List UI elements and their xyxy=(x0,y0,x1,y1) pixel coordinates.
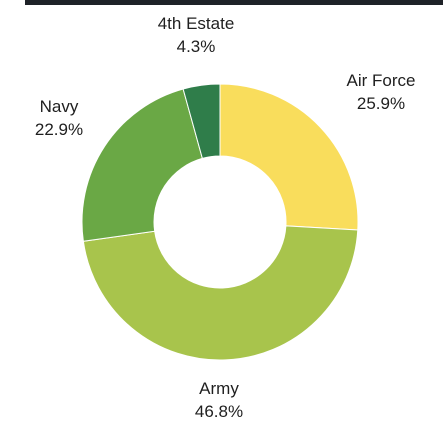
slice-label-navy: Navy 22.9% xyxy=(35,95,83,141)
slice-air-force xyxy=(219,83,359,231)
slice-label-4th-estate: 4th Estate 4.3% xyxy=(158,12,235,58)
slice-army xyxy=(82,225,359,361)
slice-name-navy: Navy xyxy=(39,97,79,116)
donut-slices xyxy=(81,83,359,361)
slice-name-army: Army xyxy=(199,379,239,398)
slice-navy xyxy=(81,88,203,242)
slice-value-air-force: 25.9% xyxy=(356,94,406,113)
slice-label-air-force: Air Force 25.9% xyxy=(347,69,416,115)
slice-name-4th-estate: 4th Estate xyxy=(157,14,235,33)
slice-value-navy: 22.9% xyxy=(34,120,84,139)
top-rule xyxy=(25,0,443,5)
slice-value-4th-estate: 4.3% xyxy=(176,37,216,56)
slice-label-army: Army 46.8% xyxy=(195,377,243,423)
slice-name-air-force: Air Force xyxy=(346,71,416,90)
slice-4th-estate xyxy=(182,83,221,160)
slice-value-army: 46.8% xyxy=(194,402,244,421)
